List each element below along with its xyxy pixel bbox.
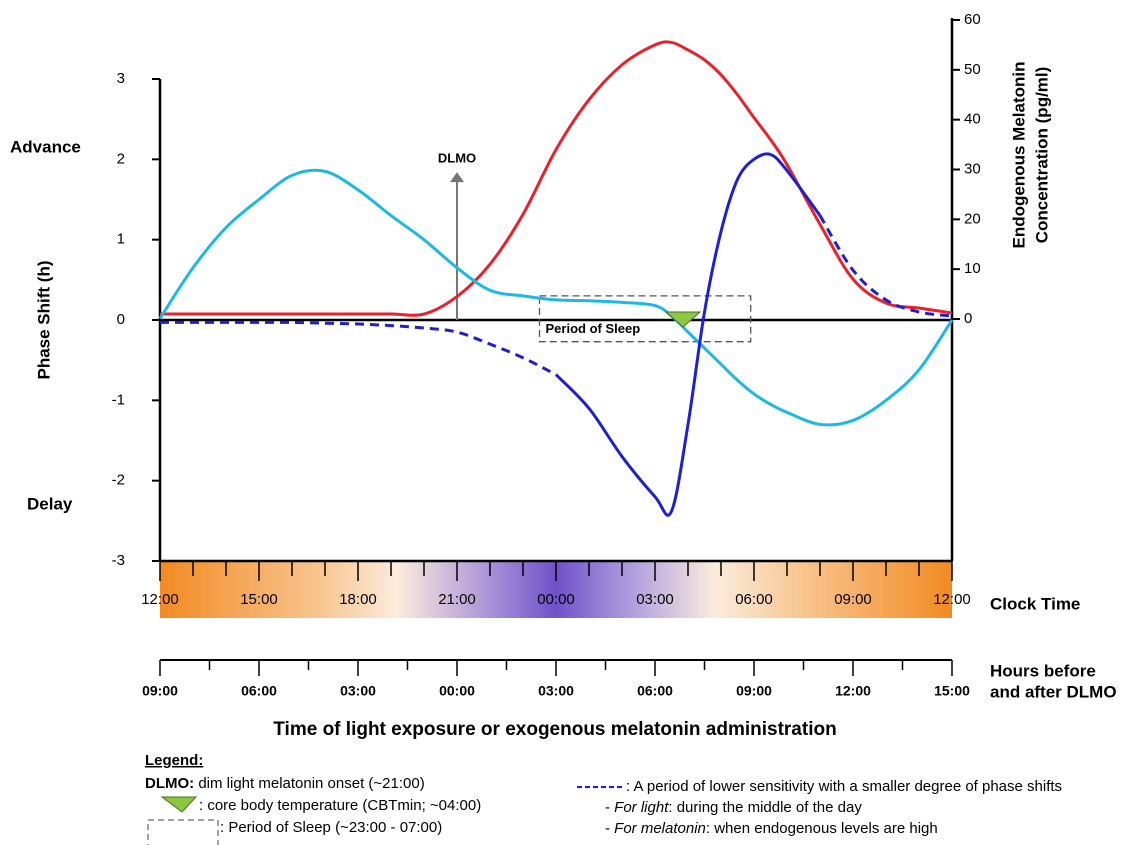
x2-tick-label: 12:00: [835, 683, 871, 699]
line-series: [554, 152, 822, 517]
y-tick-label: -3: [112, 552, 125, 569]
y2-tick-label: 60: [964, 11, 981, 28]
clock-title: Clock Time: [990, 594, 1080, 613]
legend-cbt-icon: [160, 796, 198, 813]
legend-text: : A period of lower sensitivity with a s…: [626, 778, 1062, 795]
legend-text: dim light melatonin onset (~21:00): [198, 775, 424, 792]
legend-text: : Period of Sleep (~23:00 - 07:00): [220, 819, 442, 836]
x-title: Time of light exposure or exogenous mela…: [273, 719, 836, 740]
line-series: [160, 40, 953, 317]
x2-tick-label: 06:00: [637, 683, 673, 699]
y-tick-label: -1: [112, 391, 125, 408]
x2-tick-label: 00:00: [439, 683, 475, 699]
x2-tick-label: 03:00: [340, 683, 376, 699]
legend-text: DLMO: dim light melatonin onset (~21:00): [145, 775, 425, 792]
advance-label: Advance: [10, 137, 81, 156]
legend-term: For light: [614, 799, 669, 816]
y2-tick-label: 10: [964, 260, 981, 277]
y2-title: Concentration (pg/ml): [1032, 67, 1051, 244]
cbtmin-marker: [664, 311, 702, 328]
y-tick-label: 2: [117, 150, 125, 167]
dlmo-arrowhead: [450, 172, 464, 183]
x-tick-label: 09:00: [834, 591, 872, 608]
y-tick-label: -2: [112, 472, 125, 489]
x2-tick-label: 15:00: [934, 683, 970, 699]
x-tick-label: 21:00: [438, 591, 476, 608]
delay-label: Delay: [27, 494, 73, 513]
x2-tick-label: 09:00: [736, 683, 772, 699]
x2-tick-label: 06:00: [241, 683, 277, 699]
line-series: [159, 214, 953, 376]
x-tick-label: 18:00: [339, 591, 377, 608]
y-tick-label: 1: [117, 231, 125, 248]
y2-tick-label: 20: [964, 210, 981, 227]
y-tick-label: 3: [117, 70, 125, 87]
x-tick-label: 12:00: [933, 591, 971, 608]
y2-tick-label: 0: [964, 310, 972, 327]
y2-tick-label: 50: [964, 61, 981, 78]
legend-text: -: [605, 799, 614, 816]
sleep-label: Period of Sleep: [546, 321, 641, 336]
legend-text: -: [605, 820, 614, 837]
x2-title: Hours before: [990, 661, 1096, 680]
y2-tick-label: 30: [964, 160, 981, 177]
y2-tick-label: 40: [964, 111, 981, 128]
x2-tick-label: 03:00: [538, 683, 574, 699]
legend-text: - For melatonin: when endogenous levels …: [605, 820, 938, 837]
legend-term: DLMO:: [145, 775, 194, 792]
x-tick-label: 03:00: [636, 591, 674, 608]
x-tick-label: 00:00: [537, 591, 575, 608]
dlmo-label: DLMO: [438, 151, 476, 166]
x-tick-label: 06:00: [735, 591, 773, 608]
legend-term: For melatonin: [614, 820, 706, 837]
x2-tick-label: 09:00: [142, 683, 178, 699]
y-tick-label: 0: [117, 311, 125, 328]
legend-text: : during the middle of the day: [668, 799, 862, 816]
legend-sleep-icon: [147, 819, 219, 845]
x-tick-label: 12:00: [141, 591, 179, 608]
sleep-box: [538, 295, 752, 343]
line-series: [158, 168, 954, 427]
legend-text: - For light: during the middle of the da…: [605, 799, 862, 816]
legend-text: : when endogenous levels are high: [706, 820, 938, 837]
y2-title: Endogenous Melatonin: [1009, 62, 1028, 249]
x2-title: and after DLMO: [990, 682, 1117, 701]
legend-text: : core body temperature (CBTmin; ~04:00): [199, 797, 481, 814]
y-title: Phase Shift (h): [34, 260, 53, 379]
x-tick-label: 15:00: [240, 591, 278, 608]
legend-title: Legend:: [145, 752, 203, 769]
